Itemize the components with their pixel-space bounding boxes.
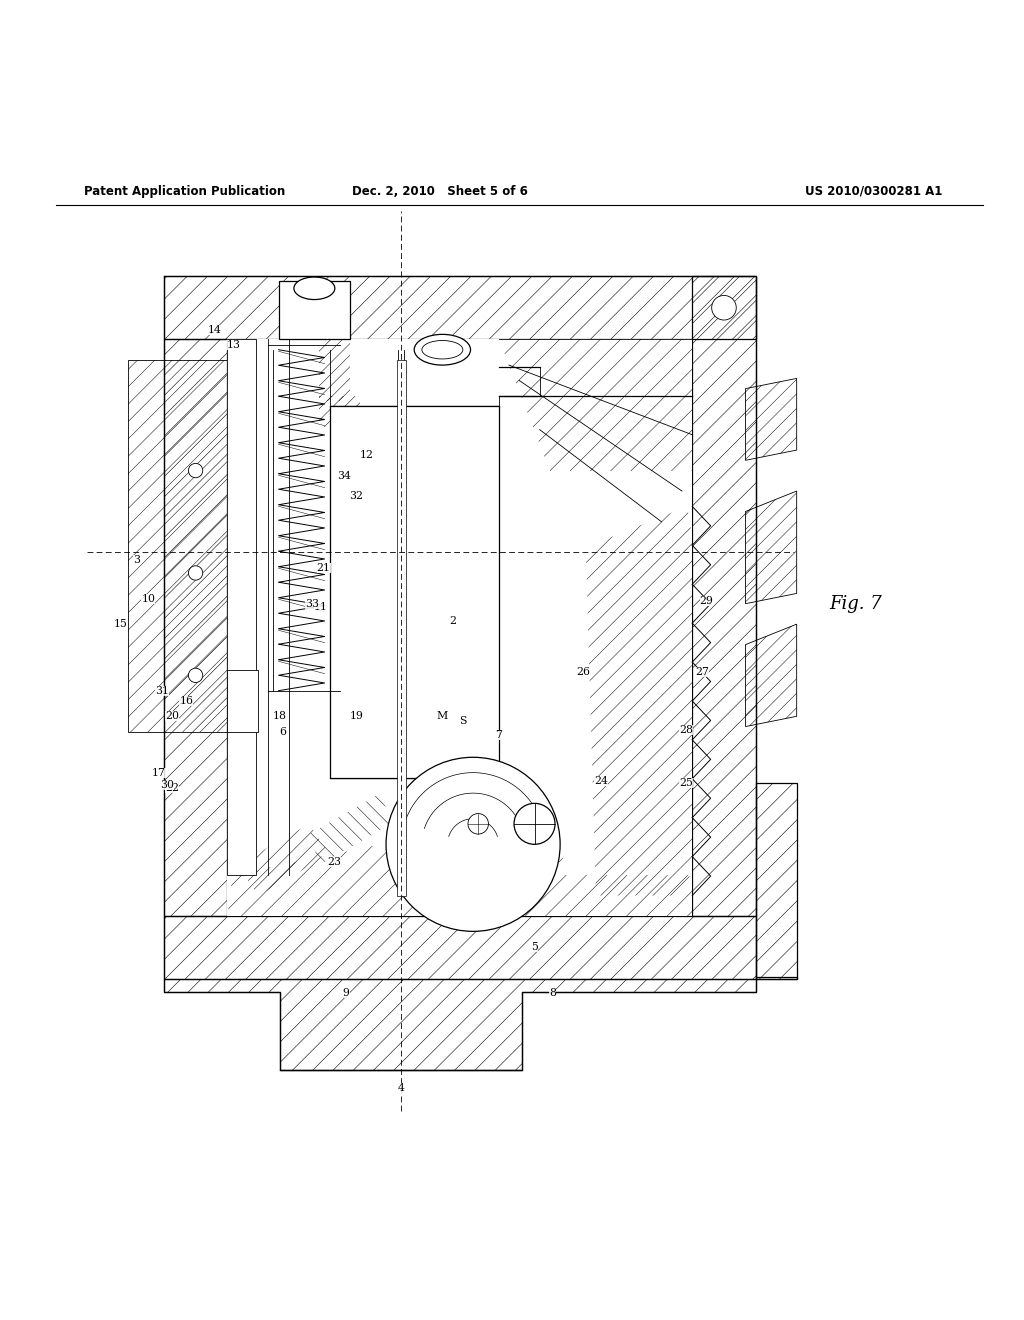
Text: 14: 14 (208, 325, 222, 335)
Text: 11: 11 (313, 602, 328, 611)
Text: 5: 5 (531, 941, 538, 952)
Circle shape (468, 813, 488, 834)
Text: 10: 10 (141, 594, 156, 603)
Text: 2: 2 (450, 616, 456, 626)
Text: 23: 23 (327, 857, 341, 867)
Circle shape (386, 758, 560, 932)
Text: 30: 30 (160, 780, 174, 789)
Ellipse shape (294, 277, 335, 300)
Text: Patent Application Publication: Patent Application Publication (84, 185, 286, 198)
Text: 8: 8 (550, 987, 556, 998)
Text: 26: 26 (577, 668, 591, 677)
Text: 27: 27 (695, 668, 710, 677)
Text: 29: 29 (699, 595, 714, 606)
Text: 15: 15 (114, 619, 128, 630)
Text: 31: 31 (155, 685, 169, 696)
Circle shape (188, 566, 203, 579)
Text: M: M (437, 711, 447, 721)
Text: 20: 20 (165, 711, 179, 721)
Text: 3: 3 (133, 554, 139, 565)
Bar (227, 339, 692, 916)
Text: 25: 25 (679, 777, 693, 788)
Bar (227, 671, 258, 731)
Text: 17: 17 (152, 768, 166, 777)
Text: 18: 18 (272, 711, 287, 721)
Text: Dec. 2, 2010   Sheet 5 of 6: Dec. 2, 2010 Sheet 5 of 6 (352, 185, 528, 198)
Ellipse shape (414, 334, 471, 366)
Text: 32: 32 (349, 491, 364, 502)
Text: US 2010/0300281 A1: US 2010/0300281 A1 (805, 185, 942, 198)
Text: 28: 28 (679, 725, 693, 735)
Text: S: S (459, 717, 467, 726)
Text: 21: 21 (316, 562, 331, 573)
Circle shape (188, 668, 203, 682)
Circle shape (712, 296, 736, 319)
Text: 13: 13 (226, 339, 241, 350)
Text: 19: 19 (349, 711, 364, 721)
Text: 7: 7 (496, 730, 502, 739)
Bar (397, 360, 406, 895)
Bar (279, 281, 350, 339)
Text: 22: 22 (165, 783, 179, 793)
Bar (330, 407, 499, 777)
Bar (227, 339, 256, 875)
Text: 9: 9 (343, 987, 349, 998)
Text: Fig. 7: Fig. 7 (829, 595, 883, 612)
Circle shape (188, 463, 203, 478)
Text: 24: 24 (594, 776, 608, 785)
Text: 16: 16 (179, 696, 194, 706)
Text: 4: 4 (398, 1082, 404, 1093)
Text: 12: 12 (359, 450, 374, 461)
Text: 33: 33 (305, 599, 319, 609)
Circle shape (514, 804, 555, 845)
Ellipse shape (422, 341, 463, 359)
Text: 34: 34 (337, 471, 351, 480)
Text: 6: 6 (280, 727, 286, 737)
